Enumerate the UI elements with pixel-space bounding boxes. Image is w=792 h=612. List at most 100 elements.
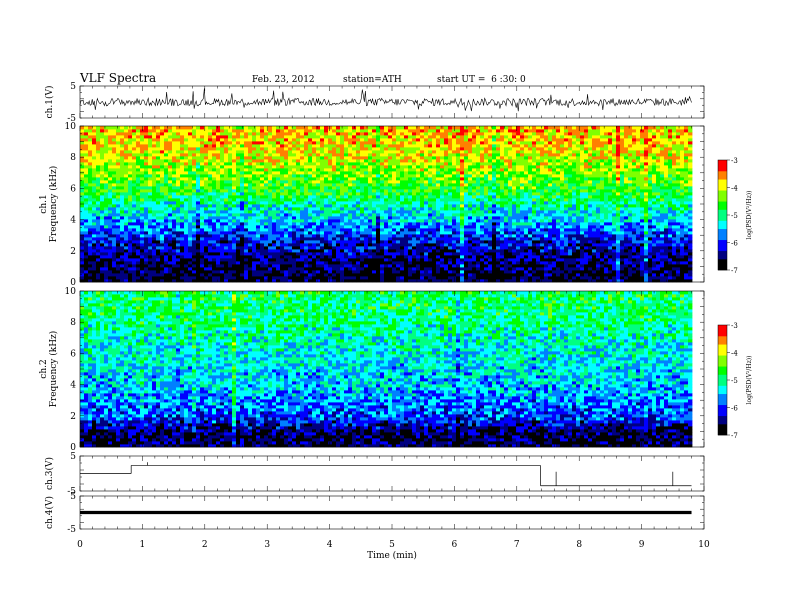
spectrogram-cell [432,267,437,271]
spectrogram-cell [368,219,373,223]
spectrogram-cell [300,222,305,226]
spectrogram-cell [364,240,369,244]
spectrogram-cell [440,165,445,169]
spectrogram-cell [280,240,285,244]
spectrogram-cell [92,276,97,280]
spectrogram-cell [144,186,149,190]
spectrogram-cell [96,237,101,241]
spectrogram-cell [144,189,149,193]
spectrogram-cell [112,132,117,136]
spectrogram-cell [388,261,393,265]
spectrogram-cell [400,198,405,202]
spectrogram-cell [256,246,261,250]
spectrogram-cell [220,216,225,220]
spectrogram-cell [328,201,333,205]
spectrogram-cell [300,201,305,205]
spectrogram-cell [276,243,281,247]
spectrogram-cell [128,264,133,268]
spectrogram-cell [288,126,293,130]
spectrogram-cell [272,270,277,274]
spectrogram-cell [136,234,141,238]
spectrogram-cell [216,138,221,142]
spectrogram-cell [224,150,229,154]
spectrogram-cell [320,138,325,142]
spectrogram-cell [320,144,325,148]
spectrogram-cell [100,183,105,187]
spectrogram-cell [136,270,141,274]
spectrogram-cell [292,126,297,130]
spectrogram-cell [216,150,221,154]
spectrogram-cell [396,150,401,154]
spectrogram-cell [80,186,85,190]
spectrogram-cell [456,237,461,241]
spectrogram-cell [120,261,125,265]
spectrogram-cell [224,234,229,238]
spectrogram-cell [356,153,361,157]
spectrogram-cell [400,258,405,262]
spectrogram-cell [320,180,325,184]
spectrogram-cell [296,276,301,280]
spectrogram-cell [416,174,421,178]
spectrogram-cell [424,150,429,154]
spectrogram-cell [148,213,153,217]
spectrogram-cell [308,186,313,190]
spectrogram-cell [268,270,273,274]
spectrogram-cell [444,255,449,259]
spectrogram-cell [240,219,245,223]
spectrogram-cell [192,141,197,145]
spectrogram-cell [196,156,201,160]
spectrogram-cell [116,150,121,154]
spectrogram-cell [348,156,353,160]
spectrogram-cell [104,189,109,193]
spectrogram-cell [108,174,113,178]
spectrogram-cell [452,183,457,187]
spectrogram-cell [260,138,265,142]
spectrogram-cell [160,201,165,205]
spectrogram-cell [152,150,157,154]
spectrogram-cell [456,249,461,253]
spectrogram-cell [380,279,385,283]
spectrogram-cell [300,174,305,178]
spectrogram-cell [344,135,349,139]
spectrogram-cell [396,267,401,271]
spectrogram-cell [308,162,313,166]
spectrogram-cell [192,258,197,262]
spectrogram-cell [180,264,185,268]
spectrogram-cell [276,279,281,283]
spectrogram-cell [184,150,189,154]
spectrogram-cell [392,252,397,256]
spectrogram-cell [148,210,153,214]
spectrogram-cell [240,207,245,211]
spectrogram-cell [208,192,213,196]
spectrogram-cell [248,237,253,241]
spectrogram-cell [228,198,233,202]
spectrogram-cell [316,273,321,277]
spectrogram-cell [252,261,257,265]
spectrogram-cell [220,195,225,199]
spectrogram-cell [236,273,241,277]
spectrogram-cell [412,201,417,205]
spectrogram-cell [216,261,221,265]
spectrogram-cell [228,270,233,274]
spectrogram-cell [240,177,245,181]
spectrogram-cell [416,150,421,154]
spectrogram-cell [388,138,393,142]
spectrogram-cell [460,207,465,211]
spectrogram-cell [292,168,297,172]
spectrogram-cell [152,186,157,190]
spectrogram-cell [444,201,449,205]
spectrogram-cell [88,273,93,277]
spectrogram-cell [384,204,389,208]
spectrogram-cell [92,207,97,211]
spectrogram-cell [352,165,357,169]
spectrogram-cell [456,225,461,229]
spectrogram-cell [196,234,201,238]
spectrogram-cell [188,150,193,154]
spectrogram-cell [340,225,345,229]
spectrogram-cell [320,186,325,190]
spectrogram-cell [456,192,461,196]
spectrogram-cell [460,231,465,235]
spectrogram-cell [360,246,365,250]
spectrogram-cell [436,144,441,148]
spectrogram-cell [224,276,229,280]
